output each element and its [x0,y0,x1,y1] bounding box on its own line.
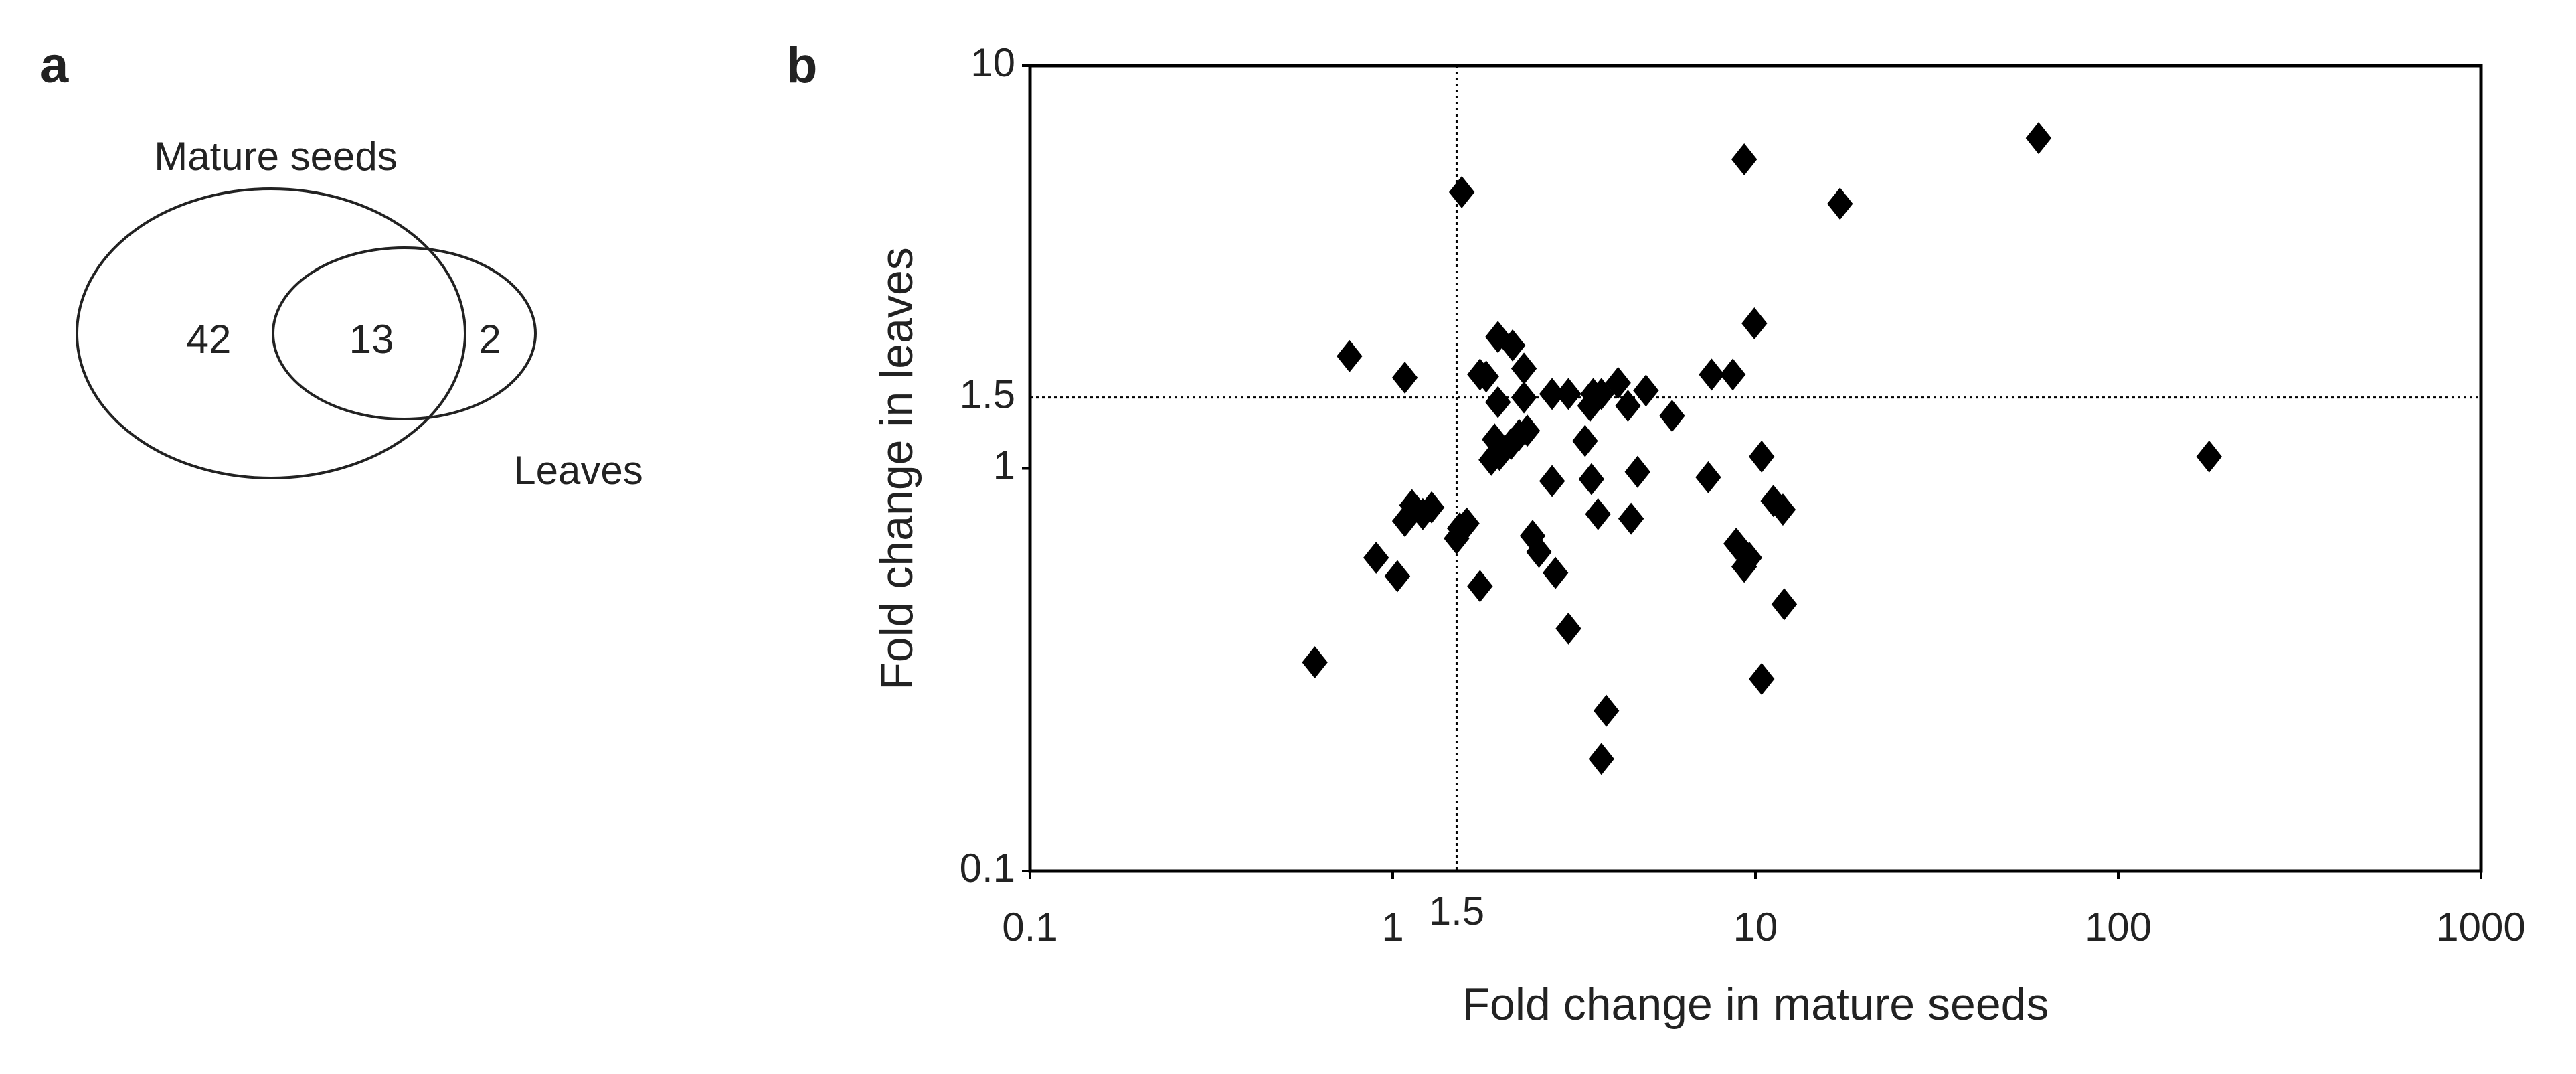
data-point [1399,489,1425,522]
data-point [1615,390,1641,423]
data-point [1572,425,1598,457]
data-point [1618,502,1644,535]
data-point [1749,440,1775,473]
data-point [1539,378,1565,410]
data-point [1511,381,1537,414]
venn-set-label: Leaves [513,448,642,493]
y-tick-label: 1 [993,443,1015,487]
venn-count: 42 [187,317,232,362]
x-tick-label: 10 [1733,905,1778,949]
venn-count: 2 [479,317,501,362]
data-point [1719,358,1746,391]
data-point [1511,352,1537,385]
data-point [1448,176,1475,209]
data-point [1585,497,1611,530]
x-tick-label: 0.1 [1002,905,1057,949]
data-point [1473,360,1499,393]
x-tick-label: 1 [1381,905,1403,949]
y-axis-title: Fold change in leaves [871,247,922,690]
data-point [1337,339,1363,372]
data-point [1498,427,1525,460]
venn-set-circle [76,187,466,479]
data-point [1454,507,1480,540]
x-tick-label: 100 [2085,905,2152,949]
data-point [1588,743,1614,775]
data-point [1827,187,1853,220]
data-point [1499,329,1526,362]
data-point [1486,439,1513,471]
data-point [1391,361,1418,394]
data-point [1302,646,1328,679]
data-point [1771,588,1798,621]
data-point [1384,560,1411,593]
venn-set-label: Mature seeds [154,134,398,179]
data-point [1484,386,1511,418]
data-point [1555,612,1581,645]
data-point [1418,491,1445,524]
data-point [1741,307,1768,340]
data-point [1605,366,1631,399]
reference-label: 1.5 [960,372,1015,416]
data-point [1484,321,1511,354]
data-point [1749,663,1775,696]
data-point [1506,418,1532,451]
data-point [1363,541,1389,574]
data-point [1578,463,1605,495]
panel-label: a [40,37,69,94]
data-point [1409,497,1436,530]
data-point [1519,520,1546,552]
data-point [2196,440,2222,473]
data-point [1542,556,1569,589]
data-point [1731,143,1757,176]
data-point [1539,465,1565,497]
data-point [1699,358,1725,391]
data-point [1695,461,1721,493]
panel-label: b [786,37,817,94]
x-tick-label: 1000 [2436,905,2525,949]
data-point [1736,541,1763,574]
venn-set-circle [272,246,537,420]
data-point [1624,455,1650,488]
venn-count: 13 [349,317,394,362]
x-axis-title: Fold change in mature seeds [1462,979,2049,1030]
reference-label: 1.5 [1429,889,1484,933]
y-tick-label: 10 [970,40,1015,85]
data-point [1555,378,1581,410]
data-point [1391,505,1418,538]
y-tick-label: 0.1 [960,846,1015,891]
data-point [1633,374,1659,407]
data-point [1526,536,1552,568]
data-point [1593,694,1620,727]
data-point [2025,122,2052,155]
data-point [1659,400,1685,433]
data-point [1770,493,1796,526]
plot-frame [1028,64,2483,873]
data-point [1467,570,1493,603]
